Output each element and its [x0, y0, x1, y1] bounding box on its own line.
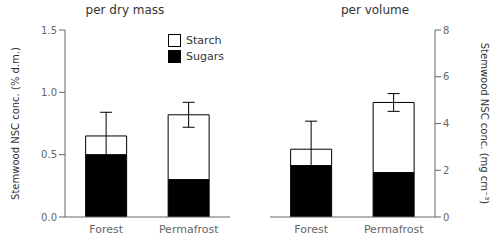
svg-text:8: 8	[443, 25, 449, 36]
svg-text:1.5: 1.5	[41, 25, 57, 36]
svg-text:0.5: 0.5	[41, 149, 57, 160]
html-text:Starch: Starch	[186, 34, 222, 47]
svg-text:Permafrost: Permafrost	[364, 223, 424, 236]
html-text:per dry mass: per dry mass	[85, 3, 165, 17]
svg-text:Stemwood NSC conc. (mg cm⁻³): Stemwood NSC conc. (mg cm⁻³)	[479, 43, 490, 205]
svg-text:0: 0	[443, 212, 449, 223]
svg-text:Forest: Forest	[89, 223, 123, 236]
html-text:per volume: per volume	[340, 3, 410, 17]
svg-text:1.0: 1.0	[41, 87, 57, 98]
svg-text:6: 6	[443, 71, 449, 82]
svg-text:Forest: Forest	[294, 223, 328, 236]
svg-text:Stemwood NSC conc. (% d.m.): Stemwood NSC conc. (% d.m.)	[10, 47, 21, 200]
svg-text:Permafrost: Permafrost	[159, 223, 219, 236]
svg-text:4: 4	[443, 118, 449, 129]
svg-text:2: 2	[443, 165, 449, 176]
svg-text:0.0: 0.0	[41, 212, 57, 223]
html-text:Sugars: Sugars	[186, 50, 224, 63]
